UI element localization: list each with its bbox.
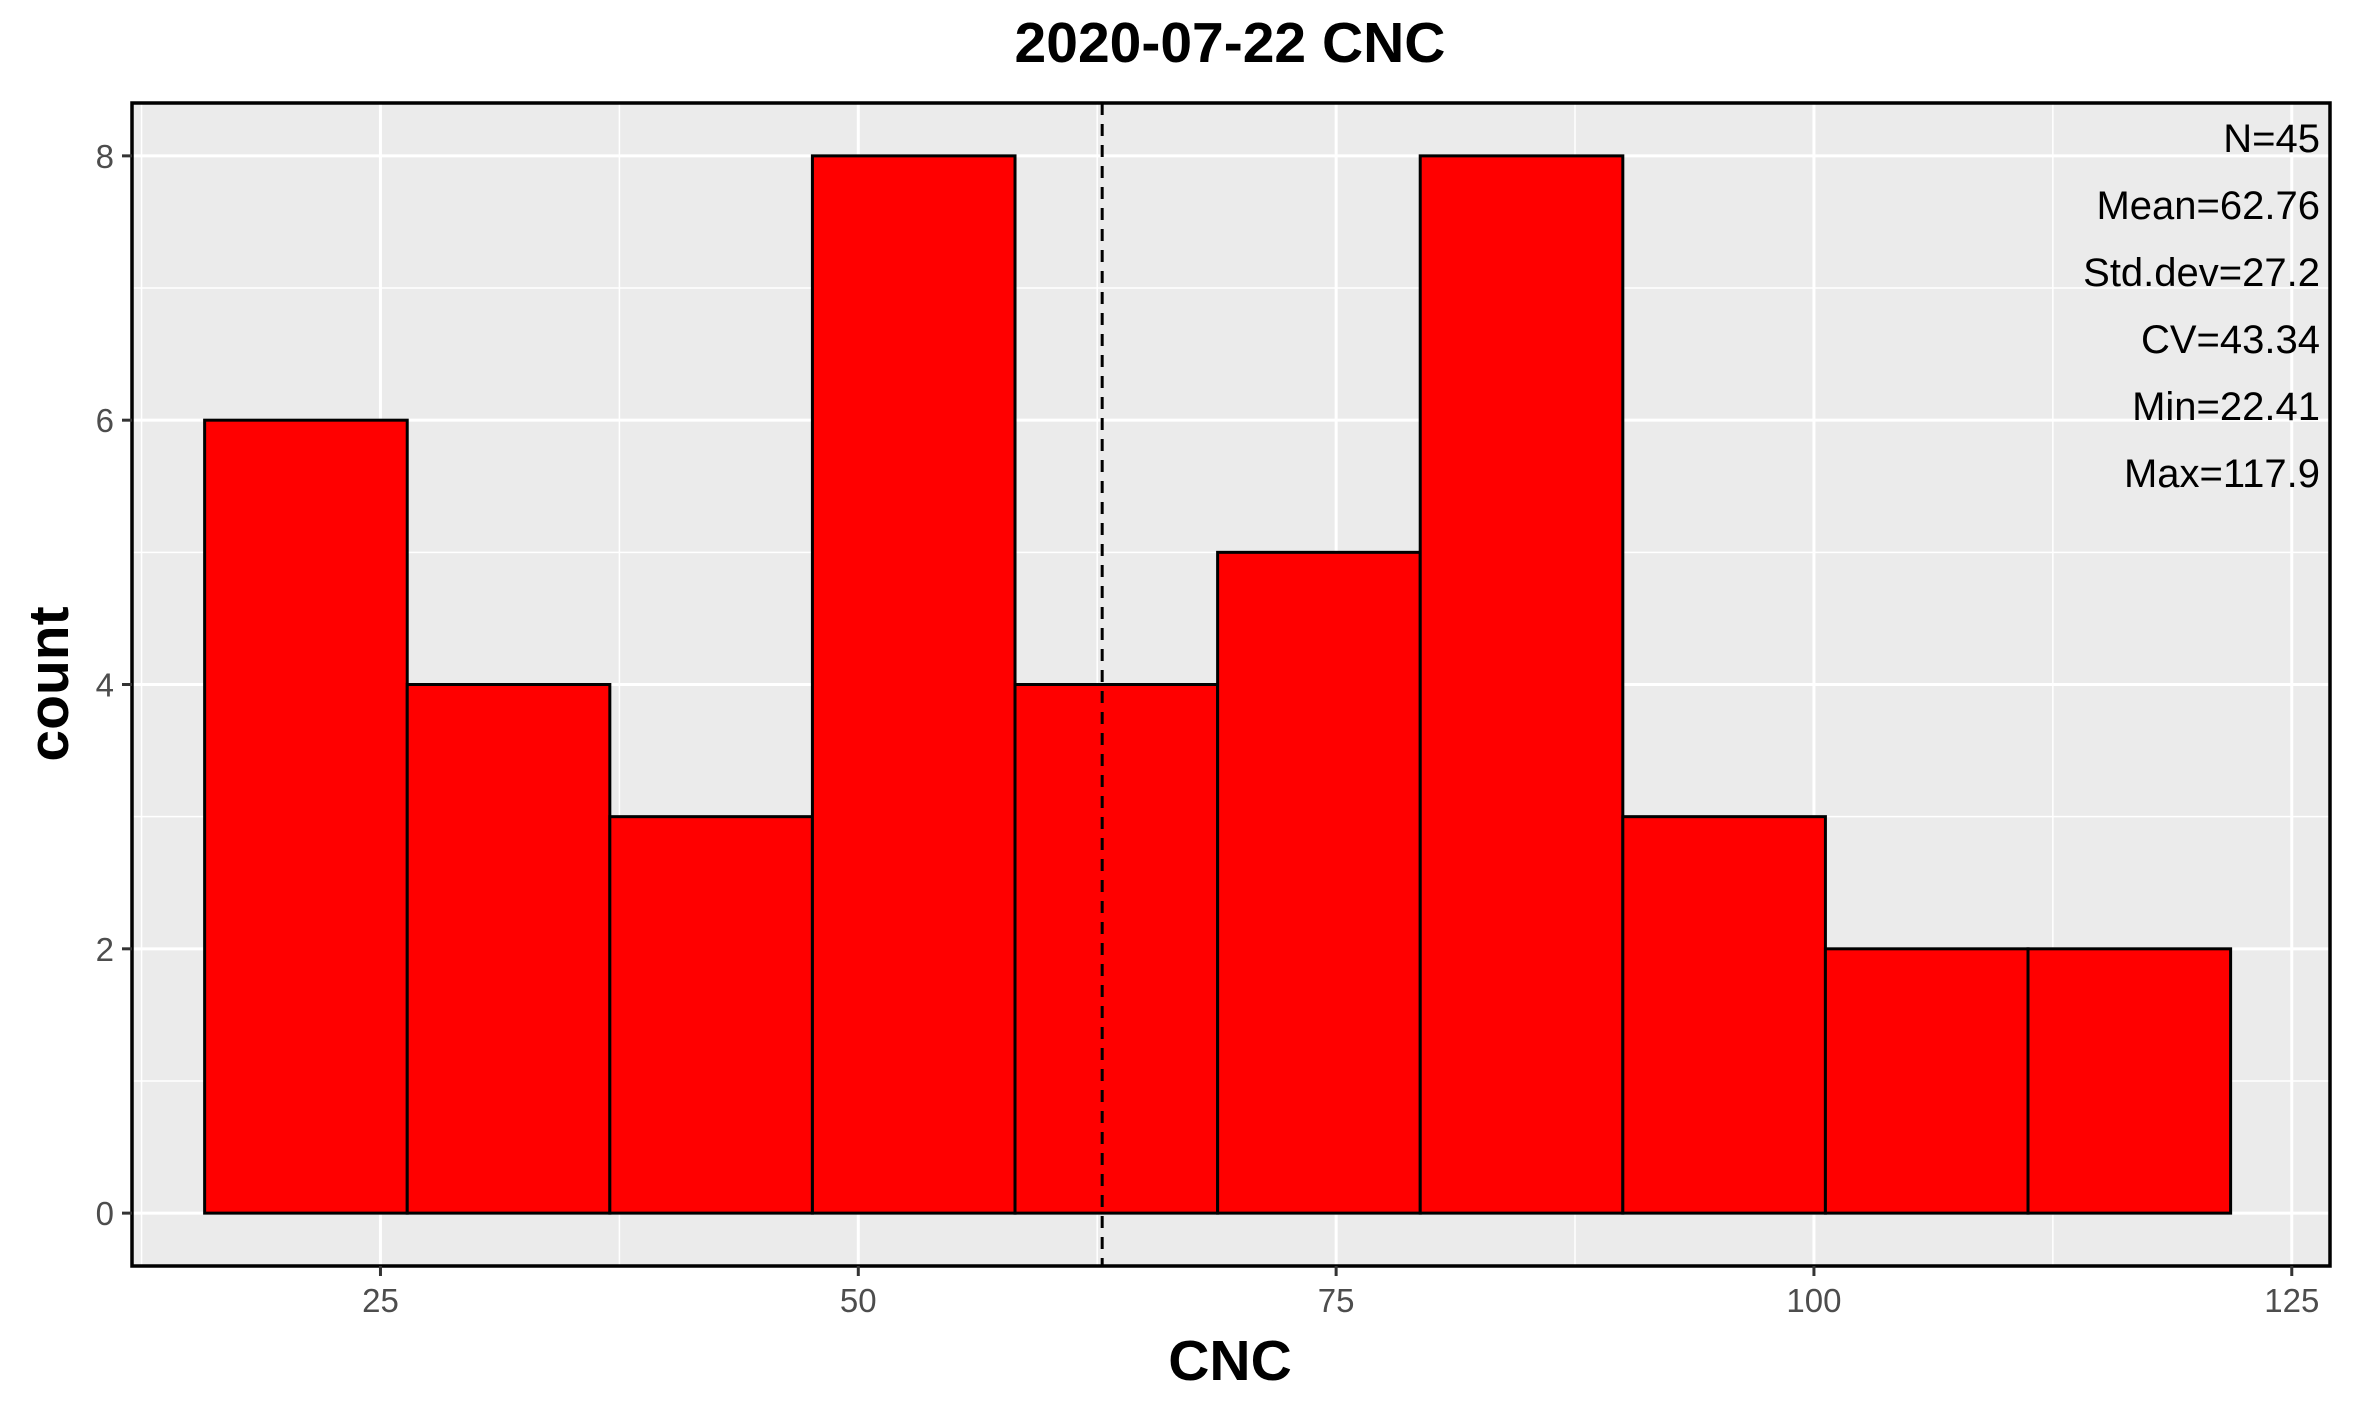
stat-annotation: Std.dev=27.2 (2083, 251, 2320, 295)
y-tick-label: 6 (96, 402, 114, 439)
histogram-bar (1216, 550, 1422, 1215)
y-tick-label: 0 (96, 1195, 114, 1232)
y-tick-label: 8 (96, 138, 114, 175)
x-axis-title: CNC (1168, 1329, 1292, 1393)
y-axis-title: count (17, 606, 81, 761)
y-tick-label: 4 (96, 667, 114, 704)
x-axis: 25 50 75 100 125 (362, 1266, 2319, 1319)
stat-annotation: Mean=62.76 (2096, 184, 2320, 228)
histogram-bar (1823, 947, 2030, 1215)
stats-annotations: N=45 Mean=62.76 Std.dev=27.2 CV=43.34 Min=22… (2083, 117, 2320, 496)
bars (203, 154, 2233, 1215)
stat-annotation: N=45 (2223, 117, 2320, 161)
chart-title: 2020-07-22 CNC (1015, 11, 1446, 75)
x-tick-label: 100 (1786, 1282, 1841, 1319)
histogram-bar (1013, 683, 1220, 1215)
stat-annotation: Min=22.41 (2132, 385, 2320, 429)
histogram-bar (405, 683, 612, 1215)
histogram-bar (2026, 947, 2233, 1215)
stat-annotation: CV=43.34 (2141, 318, 2320, 362)
x-tick-label: 75 (1318, 1282, 1355, 1319)
x-tick-label: 50 (840, 1282, 877, 1319)
x-tick-label: 125 (2264, 1282, 2319, 1319)
histogram-bar (810, 154, 1017, 1215)
x-tick-label: 25 (362, 1282, 399, 1319)
histogram-bar (1418, 154, 1625, 1215)
histogram-bar (608, 815, 814, 1215)
y-axis: 0 2 4 6 8 (96, 138, 132, 1232)
histogram-bar (1621, 815, 1827, 1215)
stat-annotation: Max=117.9 (2124, 452, 2320, 496)
histogram-bar (203, 418, 409, 1215)
y-tick-label: 2 (96, 931, 114, 968)
